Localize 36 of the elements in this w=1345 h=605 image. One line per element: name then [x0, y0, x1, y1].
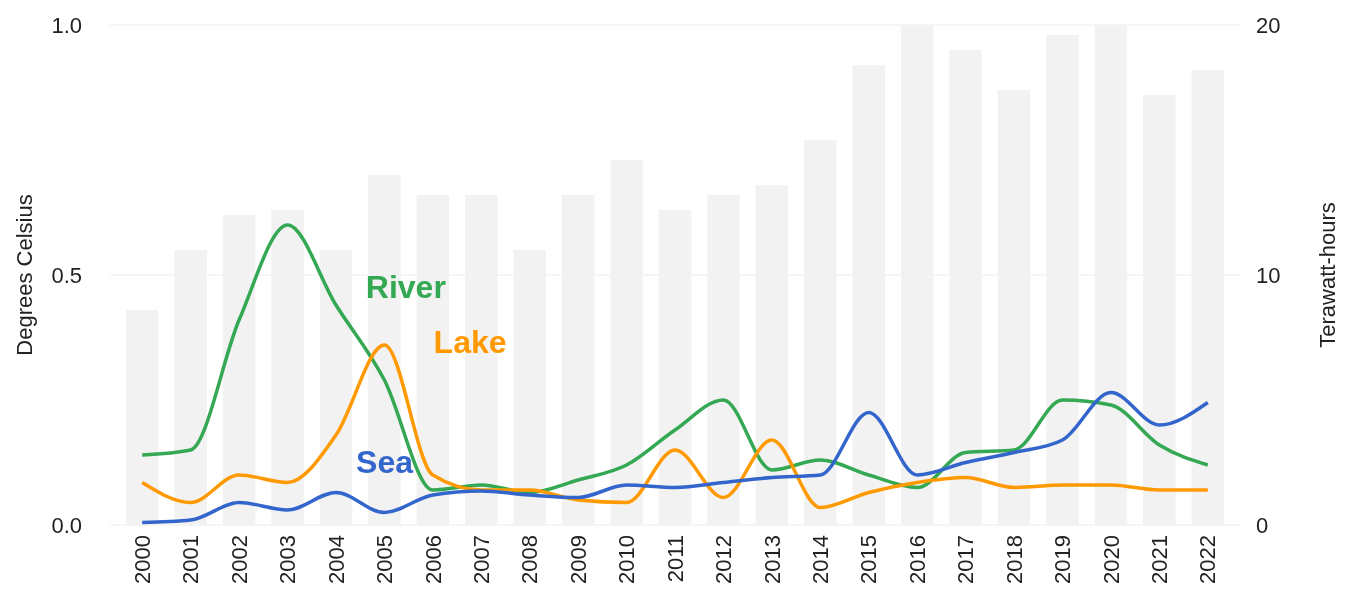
x-tick-label: 2018 [1001, 535, 1027, 584]
line-series [140, 390, 1210, 525]
x-tick-label: 2009 [565, 535, 591, 584]
y2-axis-title: Terawatt-hours [1315, 202, 1340, 348]
x-tick-label: 2019 [1050, 535, 1076, 584]
x-tick-label: 2006 [420, 535, 446, 584]
series-label: Lake [433, 324, 507, 361]
x-tick-label: 2005 [372, 535, 398, 584]
series-label: River [365, 269, 446, 306]
x-tick-label: 2012 [711, 535, 737, 584]
y2-tick-label: 20 [1256, 12, 1281, 38]
line-series [140, 223, 1210, 495]
x-tick-label: 2007 [468, 535, 494, 584]
x-tick-label: 2014 [808, 535, 834, 584]
x-tick-label: 2000 [129, 535, 155, 584]
x-tick-label: 2013 [759, 535, 785, 584]
y-tick-label: 0.0 [51, 512, 82, 538]
x-tick-label: 2015 [856, 535, 882, 584]
x-tick-label: 2017 [953, 535, 979, 584]
x-tick-label: 2002 [226, 535, 252, 584]
y-tick-label: 0.5 [51, 262, 82, 288]
x-tick-label: 2010 [614, 535, 640, 584]
x-tick-label: 2020 [1098, 535, 1124, 584]
x-tick-label: 2004 [323, 535, 349, 584]
x-tick-label: 2016 [904, 535, 930, 584]
y2-tick-label: 0 [1256, 512, 1269, 538]
x-tick-label: 2011 [662, 535, 688, 583]
x-tick-label: 2008 [517, 535, 543, 584]
y-tick-label: 1.0 [51, 12, 82, 38]
x-tick-label: 2003 [275, 535, 301, 584]
y2-tick-label: 10 [1256, 262, 1281, 288]
series-label: Sea [356, 444, 414, 481]
x-tick-label: 2001 [178, 535, 204, 584]
x-tick-label: 2021 [1147, 535, 1173, 584]
y-axis-title: Degrees Celsius [12, 194, 37, 356]
x-tick-label: 2022 [1195, 535, 1221, 584]
